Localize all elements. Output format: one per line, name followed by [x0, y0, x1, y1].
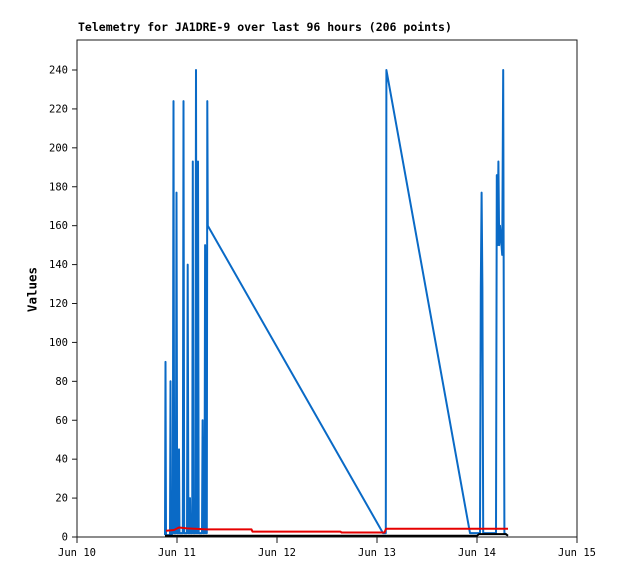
- y-tick-label: 80: [55, 376, 68, 388]
- x-tick-label: Jun 12: [258, 547, 296, 559]
- y-axis-title: Values: [24, 266, 40, 313]
- y-tick-label: 160: [49, 220, 68, 232]
- y-tick-label: 20: [55, 493, 68, 505]
- y-tick-label: 140: [49, 259, 68, 271]
- x-tick-label: Jun 13: [358, 547, 396, 559]
- y-tick-label: 120: [49, 298, 68, 310]
- y-tick-label: 0: [62, 532, 68, 544]
- y-tick-label: 40: [55, 454, 68, 466]
- x-tick-label: Jun 14: [458, 547, 496, 559]
- plot-border: [76, 39, 578, 538]
- y-tick-label: 240: [49, 65, 68, 77]
- y-tick-label: 220: [49, 103, 68, 115]
- y-tick-label: 100: [49, 337, 68, 349]
- telemetry-channel-blue-line: [164, 69, 508, 537]
- y-tick-label: 180: [49, 181, 68, 193]
- telemetry-channel-red-line: [165, 526, 508, 534]
- chart-title: Telemetry for JA1DRE-9 over last 96 hour…: [78, 20, 452, 34]
- x-tick-label: Jun 15: [558, 547, 596, 559]
- telemetry-channel-black-line: [165, 533, 509, 537]
- x-tick-label: Jun 10: [58, 547, 96, 559]
- x-tick-label: Jun 11: [158, 547, 196, 559]
- y-tick-label: 60: [55, 415, 68, 427]
- y-tick-label: 200: [49, 142, 68, 154]
